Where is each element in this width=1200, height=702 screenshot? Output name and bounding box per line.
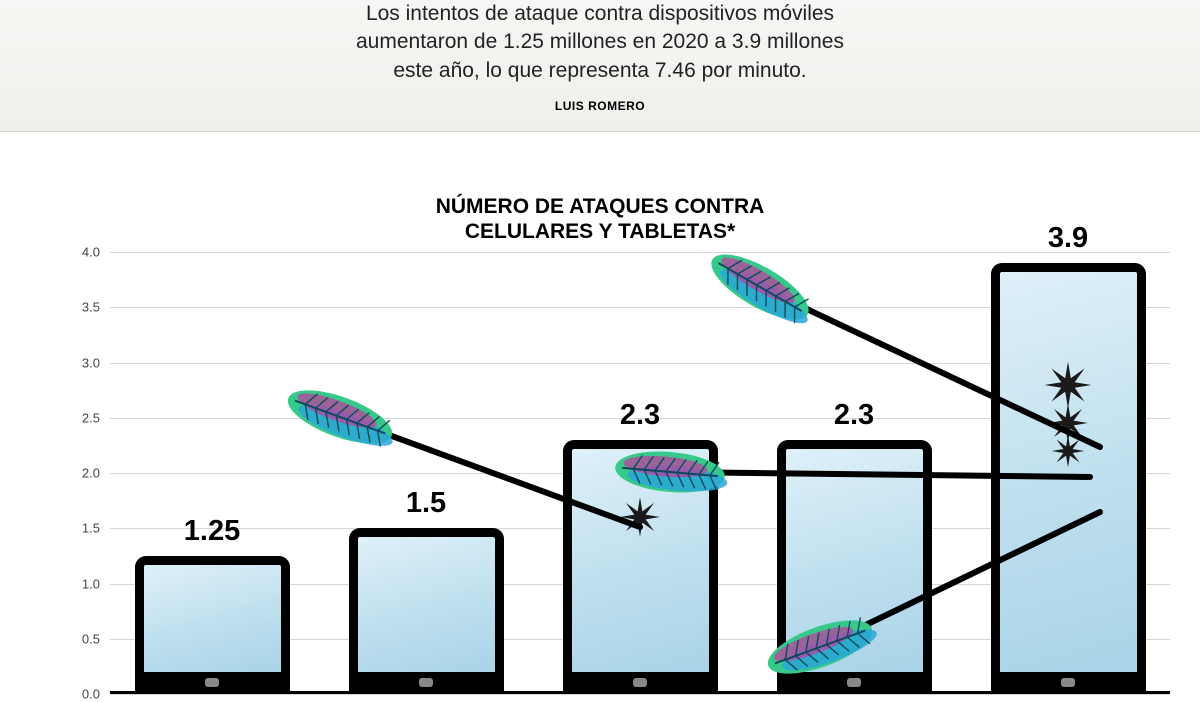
chart-title: NÚMERO DE ATAQUES CONTRACELULARES Y TABL… — [436, 194, 765, 244]
bar-column: 1.5 — [324, 252, 528, 694]
value-label: 3.9 — [1048, 222, 1088, 255]
bar-column: 3.9 — [966, 252, 1170, 694]
device-bar — [563, 440, 718, 694]
subtitle: Los intentos de ataque contra dispositiv… — [240, 0, 960, 85]
bar-column: 2.3 — [752, 252, 956, 694]
y-tick-label: 2.5 — [82, 410, 110, 425]
y-tick-label: 0.5 — [82, 631, 110, 646]
y-tick-label: 3.5 — [82, 300, 110, 315]
y-tick-label: 1.5 — [82, 521, 110, 536]
value-label: 1.25 — [184, 515, 240, 548]
device-bar — [777, 440, 932, 694]
y-tick-label: 2.0 — [82, 466, 110, 481]
device-bar — [991, 263, 1146, 694]
value-label: 2.3 — [834, 399, 874, 432]
baseline — [110, 691, 1170, 694]
crack-icon — [618, 495, 662, 539]
chart-container: NÚMERO DE ATAQUES CONTRACELULARES Y TABL… — [0, 132, 1200, 702]
subtitle-line-3: este año, lo que representa 7.46 por min… — [393, 59, 806, 82]
author-name: LUIS ROMERO — [0, 99, 1200, 113]
value-label: 2.3 — [620, 399, 660, 432]
y-tick-label: 1.0 — [82, 576, 110, 591]
value-label: 1.5 — [406, 487, 446, 520]
grid-line — [110, 694, 1170, 695]
y-tick-label: 3.0 — [82, 355, 110, 370]
bar-column: 1.25 — [110, 252, 314, 694]
header-band: Los intentos de ataque contra dispositiv… — [0, 0, 1200, 132]
plot-area: 0.00.51.01.52.02.53.03.54.0 1.251.52.32.… — [110, 252, 1170, 694]
y-tick-label: 0.0 — [82, 687, 110, 702]
device-bar — [349, 528, 504, 694]
subtitle-line-2: aumentaron de 1.25 millones en 2020 a 3.… — [356, 30, 844, 53]
bars-row: 1.25 1.5 2.3 2.3 3.9 — [110, 252, 1170, 694]
y-tick-label: 4.0 — [82, 245, 110, 260]
crack-icon — [1050, 433, 1086, 469]
bar-column: 2.3 — [538, 252, 742, 694]
device-bar — [135, 556, 290, 694]
subtitle-line-1: Los intentos de ataque contra dispositiv… — [366, 2, 834, 25]
